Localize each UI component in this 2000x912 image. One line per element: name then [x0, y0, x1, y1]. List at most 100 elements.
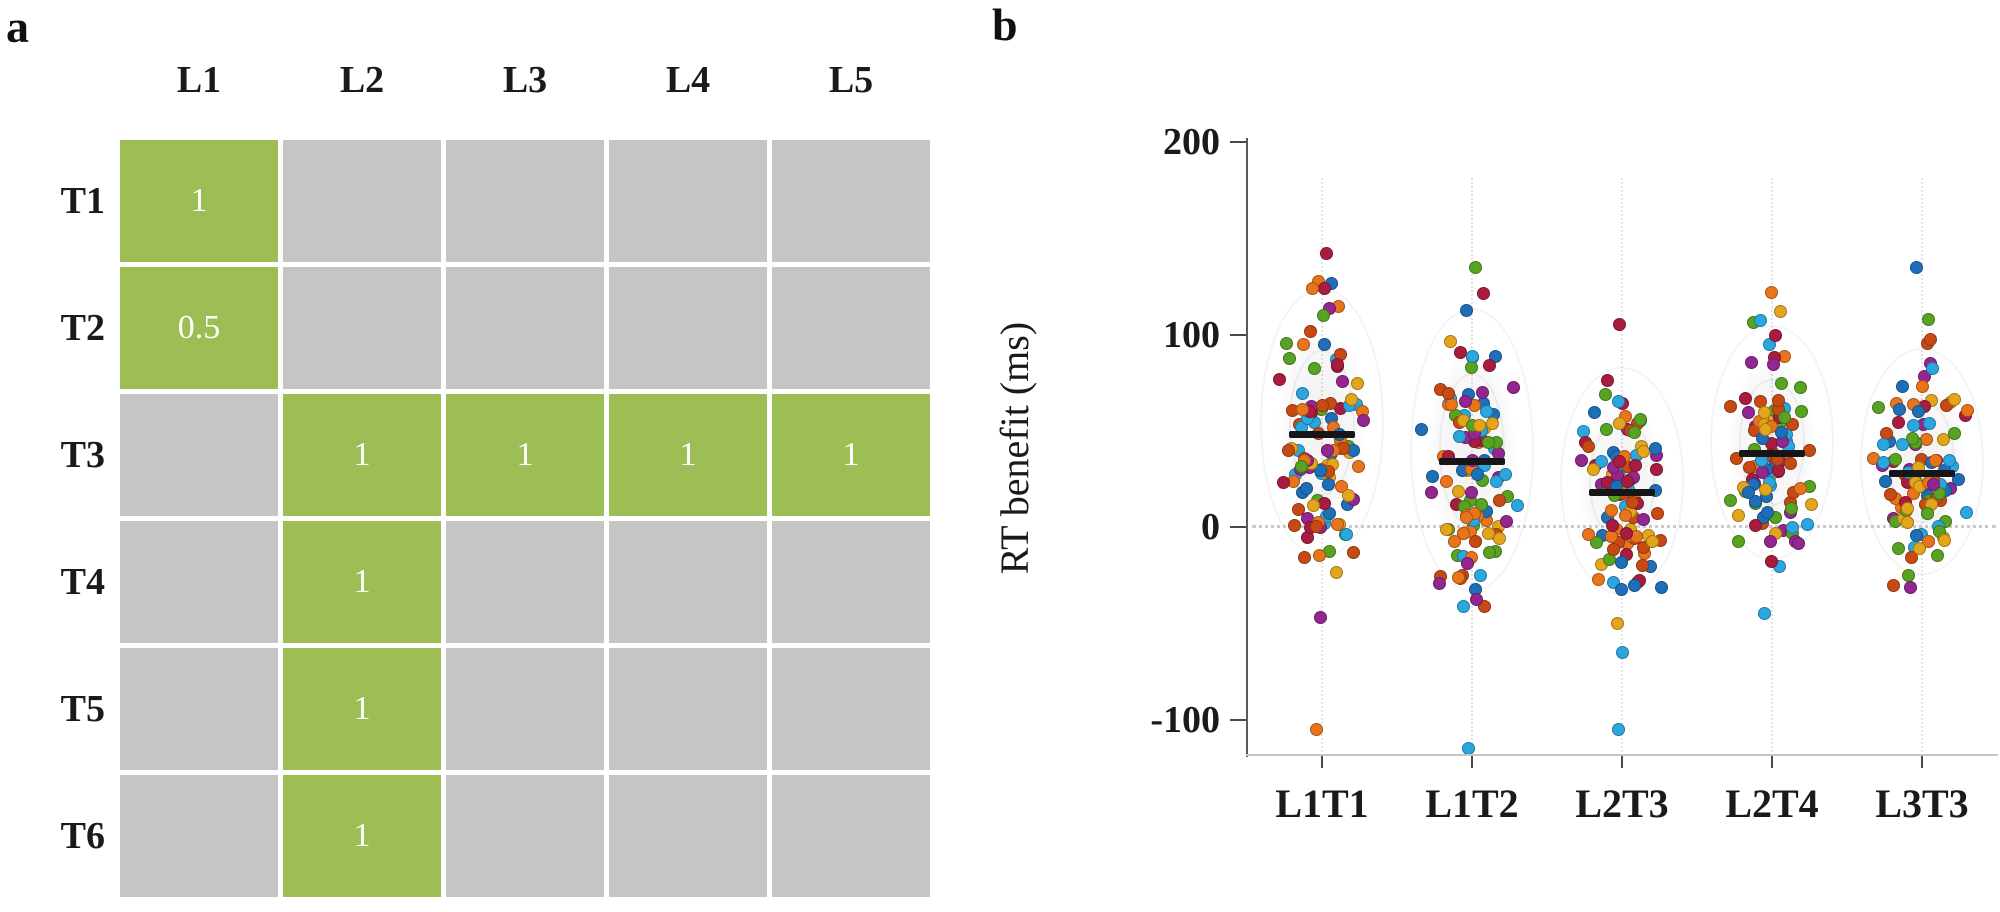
data-point [1901, 515, 1915, 529]
data-point [1614, 555, 1628, 569]
data-point [1581, 528, 1595, 542]
matrix-cell-T4-L2: 1 [283, 521, 441, 643]
matrix-cell-T6-L5 [772, 775, 930, 897]
matrix-cell-T5-L1 [120, 648, 278, 770]
matrix-cell-T2-L2 [283, 267, 441, 389]
data-point [1612, 416, 1626, 430]
data-point [1757, 405, 1771, 419]
data-point [1937, 432, 1951, 446]
data-point [1451, 485, 1465, 499]
matrix-col-header-L1: L1 [176, 59, 222, 101]
x-tick-L1T2 [1471, 756, 1473, 768]
data-point [1893, 402, 1907, 416]
data-point [1942, 453, 1956, 467]
data-point [1888, 452, 1902, 466]
matrix-cell-T2-L5 [772, 267, 930, 389]
data-point [1464, 485, 1478, 499]
data-point [1765, 555, 1779, 569]
data-point [1628, 578, 1642, 592]
data-point [1303, 325, 1317, 339]
matrix-row-label-T4: T4 [60, 561, 105, 603]
data-point [1425, 486, 1439, 500]
data-point [1483, 545, 1497, 559]
x-category-label-L1T1: L1T1 [1275, 781, 1369, 826]
data-point [1456, 600, 1470, 614]
data-point [1314, 464, 1328, 478]
data-point [1754, 314, 1768, 328]
data-point [1878, 475, 1892, 489]
data-point [1600, 423, 1614, 437]
data-point [1317, 338, 1331, 352]
data-point [1308, 361, 1322, 375]
data-point [1759, 483, 1773, 497]
data-point [1618, 508, 1632, 522]
matrix-cell-T5-L4 [609, 648, 767, 770]
data-point [1775, 376, 1789, 390]
data-point [1492, 493, 1506, 507]
outlier-point [1469, 260, 1483, 274]
matrix-cell-T2-L1: 0.5 [120, 267, 278, 389]
data-point [1433, 577, 1447, 591]
data-point [1273, 373, 1287, 387]
data-point [1793, 482, 1807, 496]
y-tick-label-200: 200 [1163, 121, 1220, 163]
data-point [1511, 499, 1525, 513]
data-point [1460, 304, 1474, 318]
outlier-point [1314, 610, 1328, 624]
panel-b-label: b [992, 0, 1018, 50]
data-point [1281, 444, 1295, 458]
data-point [1316, 309, 1330, 323]
violin-inner-contour-L2T4 [1738, 378, 1806, 506]
data-point [1443, 335, 1457, 349]
median-bar-L3T3 [1889, 469, 1955, 477]
data-point [1335, 374, 1349, 388]
y-tick-label-100: 100 [1163, 313, 1220, 356]
data-point [1321, 444, 1335, 458]
data-point [1748, 519, 1762, 533]
data-point [1606, 518, 1620, 532]
data-point [1346, 546, 1360, 560]
data-point [1439, 522, 1453, 536]
y-axis-spine [1246, 138, 1248, 757]
data-point [1295, 386, 1309, 400]
data-point [1296, 403, 1310, 417]
data-point [1340, 528, 1354, 542]
data-point [1329, 565, 1343, 579]
matrix-cell-T6-L4 [609, 775, 767, 897]
data-point [1649, 463, 1663, 477]
data-point [1724, 400, 1738, 414]
data-point [1646, 535, 1660, 549]
matrix-cell-T1-L2 [283, 140, 441, 262]
data-point [1895, 437, 1909, 451]
data-point [1786, 520, 1800, 534]
data-point [1938, 533, 1952, 547]
data-point [1960, 404, 1974, 418]
matrix-row-label-T5: T5 [60, 688, 105, 730]
data-point [1923, 332, 1937, 346]
x-tick-L1T1 [1321, 756, 1323, 768]
data-point [1480, 405, 1494, 419]
matrix-cell-T3-L5: 1 [772, 394, 930, 516]
matrix-row-label-T6: T6 [60, 815, 105, 857]
data-point [1912, 404, 1926, 418]
data-point [1626, 496, 1640, 510]
data-point [1745, 355, 1759, 369]
data-point [1356, 413, 1370, 427]
y-tick-label-0: 0 [1201, 506, 1220, 548]
data-point [1442, 386, 1456, 400]
outlier-point [1773, 304, 1787, 318]
data-point [1791, 536, 1805, 550]
data-point [1345, 392, 1359, 406]
data-point [1470, 593, 1484, 607]
data-point [1452, 430, 1466, 444]
data-point [1928, 454, 1942, 468]
data-point [1795, 404, 1809, 418]
data-point [1459, 511, 1473, 525]
data-point [1291, 502, 1305, 516]
data-point [1743, 460, 1757, 474]
panel-a-label: a [6, 1, 29, 52]
y-tick-200 [1230, 141, 1246, 143]
matrix-cell-T6-L1 [120, 775, 278, 897]
data-point [1307, 499, 1321, 513]
